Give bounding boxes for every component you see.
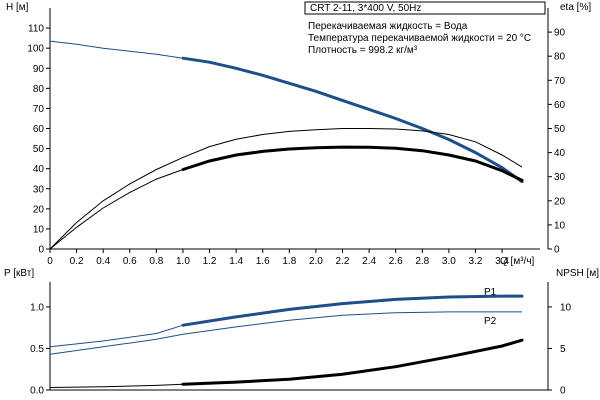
eta-axis-title: eta [%] (560, 2, 591, 13)
q-tick-label: 0.6 (123, 256, 137, 267)
q-tick-label: 1.0 (176, 256, 190, 267)
h-tick-label: 100 (27, 44, 44, 55)
q-tick-label: 2.4 (362, 256, 376, 267)
eta-tick-label: 0 (554, 245, 560, 256)
q-tick-label: 2.6 (389, 256, 403, 267)
p-tick-label: 0.5 (30, 344, 44, 355)
npsh-axis-title: NPSH [м] (556, 268, 599, 279)
eta-tick-label: 90 (554, 28, 566, 39)
p2-label: P2 (484, 316, 497, 327)
pump-title-frame (304, 1, 546, 15)
q-tick-label: 2.8 (415, 256, 429, 267)
eta-tick-label: 20 (554, 196, 566, 207)
p-tick-label: 0.0 (30, 386, 44, 397)
eta-tick-label: 80 (554, 52, 566, 63)
h-axis-title: H [м] (6, 2, 29, 13)
npsh-duty-range (181, 338, 524, 386)
h-tick-label: 60 (33, 124, 45, 135)
h-tick-label: 110 (28, 24, 44, 35)
power-npsh-panel: 0.0 0.5 1.0 0 5 10 (30, 282, 572, 397)
efficiency-2-duty-range (181, 145, 524, 182)
eta-tick-label: 10 (554, 220, 566, 231)
h-tick-label: 20 (33, 204, 45, 215)
efficiency-1-curve (49, 128, 523, 250)
q-tick-label: 0.2 (70, 256, 84, 267)
q-tick-label: 3.0 (442, 256, 456, 267)
eta-tick-label: 60 (554, 100, 566, 111)
head-efficiency-panel: 0 10 20 30 40 50 60 70 80 90 100 110 0 10 20 30 40 50 60 70… (27, 8, 566, 267)
q-tick-label: 3.2 (469, 256, 483, 267)
h-tick-label: 80 (33, 84, 45, 95)
q-tick-label: 2.2 (336, 256, 350, 267)
p-axis-title: P [кВт] (4, 268, 34, 279)
q-axis-title: Q [м³/ч] (500, 256, 535, 267)
head-duty-range (181, 56, 524, 184)
h-tick-label: 40 (33, 164, 45, 175)
p1-duty-range (181, 294, 524, 327)
q-tick-label: 0.4 (96, 256, 110, 267)
q-tick-label: 1.8 (282, 256, 296, 267)
info-box: CRT 2-11, 3*400 V, 50Hz Перекачиваемая ж… (304, 1, 546, 56)
eta-tick-label: 70 (554, 76, 566, 87)
eta-tick-label: 50 (554, 124, 566, 135)
eta-tick-label: 30 (554, 172, 566, 183)
q-tick-label: 1.2 (203, 256, 217, 267)
h-tick-label: 90 (33, 64, 45, 75)
p2-curve (49, 311, 522, 355)
temperature-line: Температура перекачиваемой жидкости = 20… (308, 33, 531, 44)
npsh-tick-label: 5 (560, 344, 566, 355)
h-tick-label: 10 (33, 224, 45, 235)
p1-curve (49, 295, 522, 348)
liquid-line: Перекачиваемая жидкость = Вода (308, 21, 468, 32)
h-tick-label: 70 (33, 104, 45, 115)
q-tick-label: 2.0 (309, 256, 323, 267)
q-tick-label: 1.6 (256, 256, 270, 267)
h-tick-label: 50 (33, 144, 45, 155)
head-curve (49, 40, 523, 183)
h-tick-label: 30 (33, 184, 45, 195)
p1-label: P1 (484, 287, 497, 298)
pump-title: CRT 2-11, 3*400 V, 50Hz (310, 3, 421, 14)
q-tick-label: 1.4 (229, 256, 243, 267)
q-tick-label: 3.4 (495, 256, 509, 267)
q-tick-label: 0 (47, 256, 53, 267)
npsh-tick-label: 10 (560, 302, 572, 313)
density-line: Плотность = 998.2 кг/м³ (308, 45, 418, 56)
h-tick-label: 0 (38, 245, 44, 256)
efficiency-2-curve (49, 146, 523, 250)
q-tick-label: 0.8 (149, 256, 163, 267)
p-tick-label: 1.0 (30, 302, 44, 313)
eta-tick-label: 40 (554, 148, 566, 159)
npsh-tick-label: 0 (560, 386, 566, 397)
